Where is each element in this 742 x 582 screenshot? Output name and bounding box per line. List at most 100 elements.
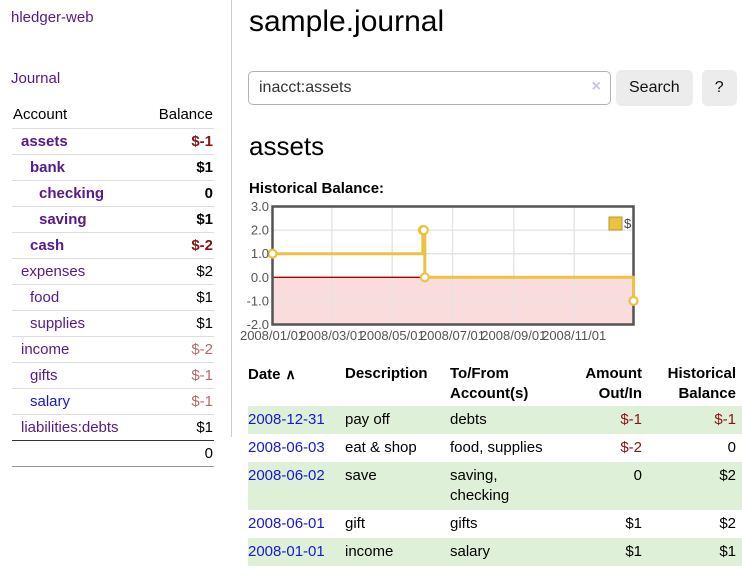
register-row: 2008-01-01 income salary $1 $1 (248, 538, 742, 566)
account-balance: $1 (196, 289, 213, 306)
account-row: food $1 (12, 284, 214, 311)
sidebar: hledger-web Journal Account Balance asse… (0, 0, 232, 467)
register-header-accounts: To/From Account(s) (450, 365, 529, 402)
date-link[interactable]: 2008-12-31 (248, 411, 325, 428)
register-table: Date ∧ Description To/From Account(s) Amo… (248, 362, 742, 566)
register-cell-date: 2008-06-03 (248, 434, 345, 462)
account-link[interactable]: income (21, 341, 70, 358)
account-balance: $1 (196, 419, 213, 436)
search-input[interactable] (248, 71, 611, 105)
account-link[interactable]: gifts (30, 367, 58, 384)
svg-text:2008/09/01: 2008/09/01 (481, 328, 546, 343)
svg-text:-2.0: -2.0 (247, 317, 269, 332)
accounts-total-spacer (12, 441, 144, 467)
chart-title: Historical Balance: (249, 180, 385, 197)
account-link[interactable]: checking (39, 185, 105, 202)
register-cell-accounts: debts (450, 411, 487, 428)
search-button[interactable]: Search (616, 70, 693, 106)
register-cell-amount: $1 (625, 543, 642, 560)
register-cell-accounts: saving, checking (450, 467, 510, 504)
register-header-balance: Historical Balance (667, 365, 736, 402)
account-row: income $-2 (12, 336, 214, 363)
svg-text:-1.0: -1.0 (247, 293, 269, 308)
register-cell-accounts: salary (450, 543, 491, 560)
sort-asc-icon: ∧ (285, 366, 296, 382)
date-link[interactable]: 2008-06-01 (248, 515, 325, 532)
register-header-amount: Amount Out/In (585, 365, 642, 402)
account-balance: $1 (196, 211, 213, 228)
register-cell-balance: $1 (719, 543, 736, 560)
register-cell-description: pay off (345, 411, 390, 428)
account-row: assets $-1 (12, 128, 214, 155)
register-cell-accounts: gifts (450, 515, 478, 532)
register-cell-amount: $-1 (620, 411, 642, 428)
svg-text:2008/05/01: 2008/05/01 (360, 328, 425, 343)
clear-search-icon[interactable]: × (591, 78, 601, 95)
svg-text:2008/03/01: 2008/03/01 (299, 328, 364, 343)
search-box: × (248, 71, 611, 105)
register-cell-accounts: food, supplies (450, 439, 543, 456)
svg-text:3.0: 3.0 (251, 199, 269, 214)
account-row: liabilities:debts $1 (12, 414, 214, 441)
register-cell-date: 2008-01-01 (248, 538, 345, 566)
app-title-link[interactable]: hledger-web (11, 9, 94, 26)
register-cell-amount: 0 (633, 467, 642, 484)
account-row: gifts $-1 (12, 362, 214, 389)
account-row: bank $1 (12, 154, 214, 181)
account-balance: $-1 (191, 367, 213, 384)
account-balance: $-1 (191, 393, 213, 410)
register-header-row: Date ∧ Description To/From Account(s) Amo… (248, 362, 742, 406)
account-balance: $-2 (191, 341, 213, 358)
account-balance: 0 (204, 185, 213, 202)
register-cell-date: 2008-12-31 (248, 406, 345, 434)
register-cell-balance: $-1 (714, 411, 736, 428)
register-cell-description: gift (345, 515, 366, 532)
sidebar-item-journal[interactable]: Journal (11, 70, 61, 87)
account-link[interactable]: bank (30, 159, 66, 176)
svg-text:1.0: 1.0 (251, 246, 269, 261)
date-link[interactable]: 2008-06-03 (248, 439, 325, 456)
date-link[interactable]: 2008-06-02 (248, 467, 325, 484)
account-balance: $-2 (191, 237, 213, 254)
svg-text:2008/01/01: 2008/01/01 (240, 328, 305, 343)
accounts-total-row: 0 (12, 440, 214, 467)
accounts-header-account: Account (13, 106, 68, 123)
accounts-total-value: 0 (204, 445, 213, 462)
account-link[interactable]: assets (21, 133, 68, 150)
account-row: salary $-1 (12, 388, 214, 415)
account-link[interactable]: saving (39, 211, 87, 228)
register-cell-balance: $2 (719, 467, 736, 484)
svg-text:2008/07/01: 2008/07/01 (420, 328, 485, 343)
account-row: saving $1 (12, 206, 214, 233)
svg-text:2.0: 2.0 (251, 223, 269, 238)
register-row: 2008-06-02 save saving, checking 0 $2 (248, 462, 742, 510)
page-title: sample.journal (249, 5, 445, 38)
account-heading: assets (249, 131, 325, 161)
register-cell-amount: $1 (625, 515, 642, 532)
account-balance: $1 (196, 315, 213, 332)
historical-balance-chart: $3.0 2.0 1.0 0.0 -1.0 -2.0 2008/01/01 2008/03/0… (240, 199, 742, 355)
account-row: expenses $2 (12, 258, 214, 285)
register-row: 2008-06-01 gift gifts $1 $2 (248, 510, 742, 538)
svg-text:$: $ (624, 216, 632, 231)
help-button[interactable]: ? (701, 70, 737, 106)
account-link[interactable]: salary (30, 393, 71, 410)
account-link[interactable]: liabilities:debts (21, 419, 119, 436)
register-row: 2008-12-31 pay off debts $-1 $-1 (248, 406, 742, 434)
account-link[interactable]: supplies (30, 315, 86, 332)
account-balance: $-1 (191, 133, 213, 150)
account-link[interactable]: expenses (21, 263, 86, 280)
account-row: cash $-2 (12, 232, 214, 259)
account-link[interactable]: cash (30, 237, 65, 254)
register-header-date[interactable]: Date ∧ (248, 362, 345, 406)
account-link[interactable]: food (30, 289, 60, 306)
account-row: supplies $1 (12, 310, 214, 337)
accounts-table-header: Account Balance (12, 103, 214, 129)
account-row: checking 0 (12, 180, 214, 207)
register-cell-description: save (345, 467, 377, 484)
register-cell-description: income (345, 543, 394, 560)
search-form: × Search ? (248, 70, 742, 106)
account-balance: $2 (196, 263, 213, 280)
date-link[interactable]: 2008-01-01 (248, 543, 325, 560)
register-cell-balance: 0 (727, 439, 736, 456)
